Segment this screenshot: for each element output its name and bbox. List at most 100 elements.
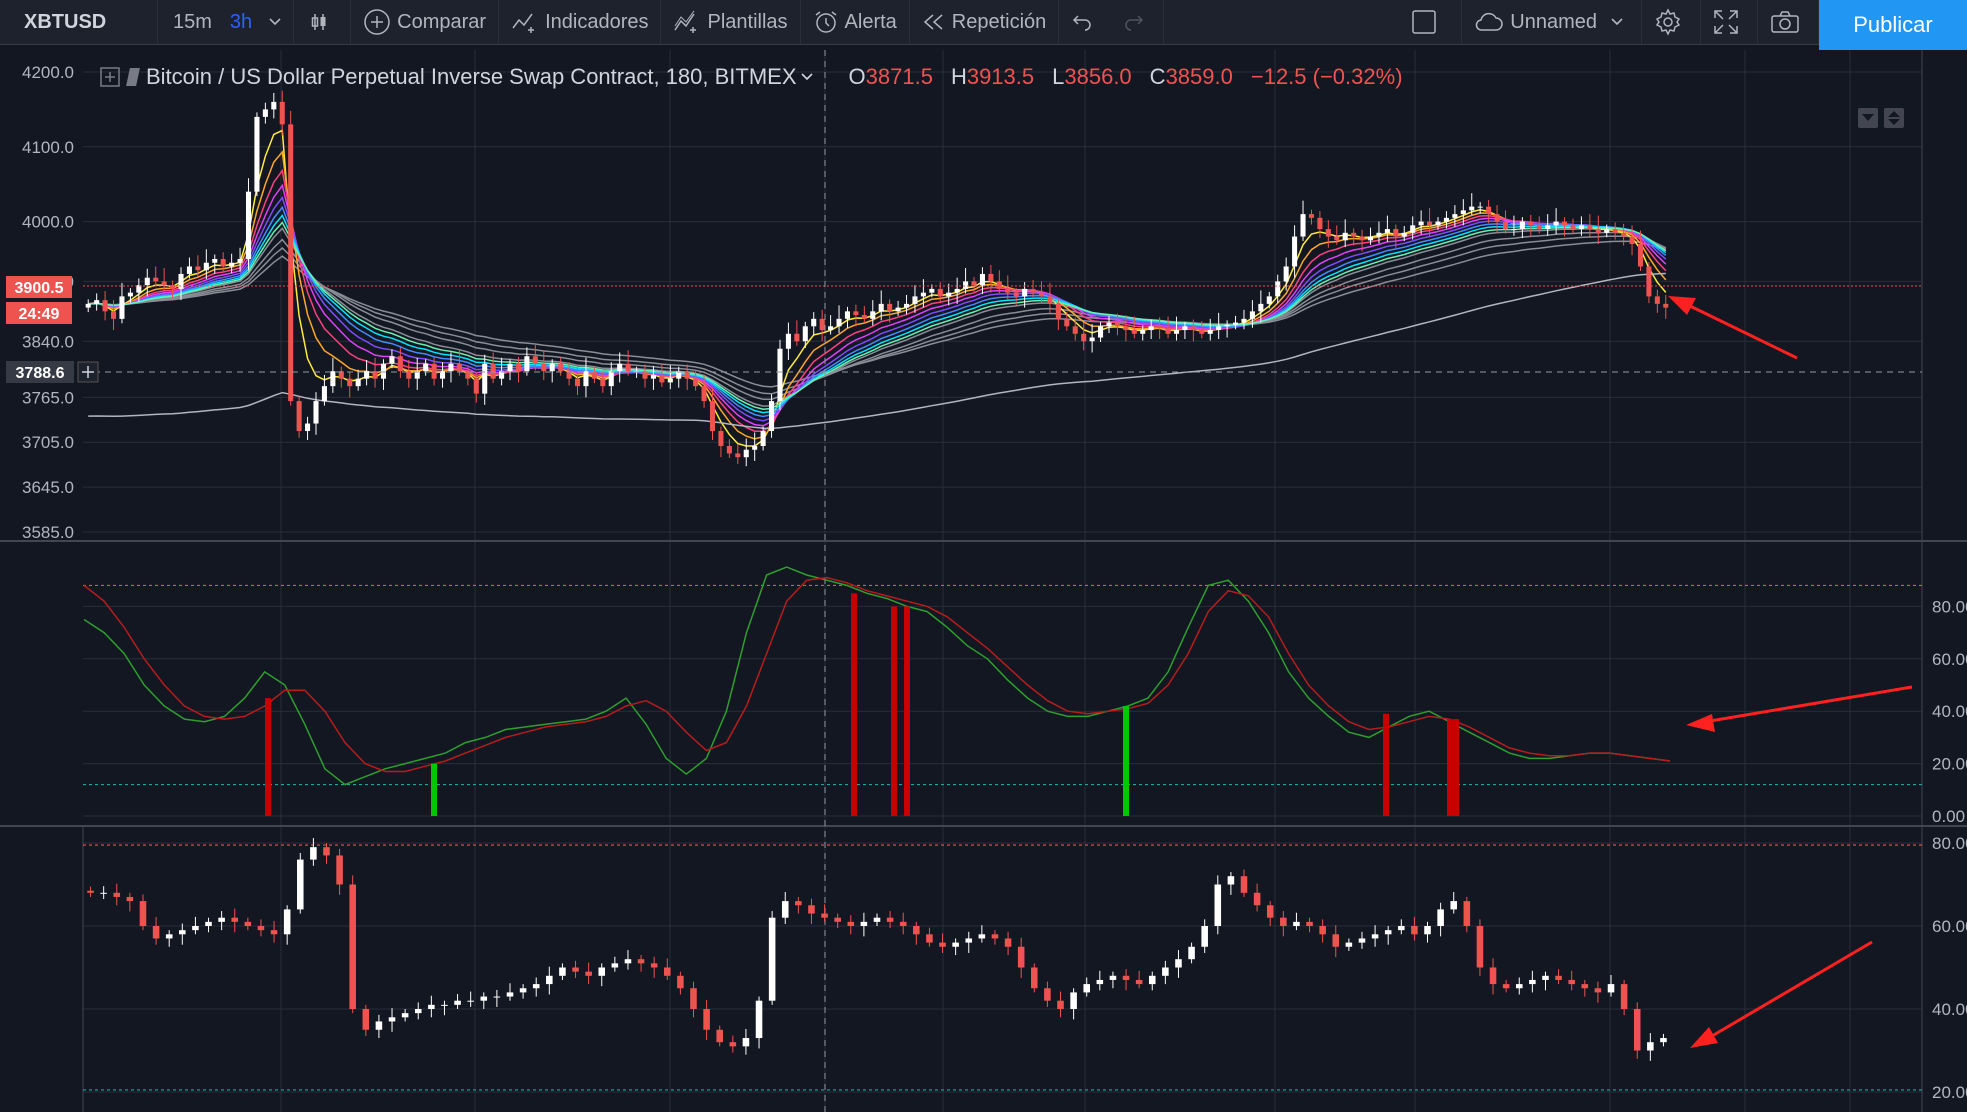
price-candle: [1342, 219, 1348, 248]
undo-button[interactable]: [1059, 0, 1111, 44]
sell-signal-bar: [1447, 719, 1453, 816]
redo-icon: [1125, 15, 1144, 31]
price-candle: [1064, 312, 1070, 331]
stochrsi-axis[interactable]: 80.00 60.00 40.00 20.00 0.00: [1932, 597, 1967, 826]
rsi-candle: [1188, 942, 1195, 964]
price-candle: [920, 279, 926, 308]
snapshot-button[interactable]: [1758, 0, 1819, 44]
replay-button[interactable]: Repetición: [910, 0, 1060, 44]
rsi-candle: [742, 1028, 750, 1055]
price-candle: [313, 392, 319, 435]
price-candle: [1410, 216, 1416, 240]
publish-button[interactable]: Publicar: [1819, 0, 1967, 50]
price-candle: [1047, 282, 1053, 313]
rsi-candle: [860, 912, 868, 937]
price-candle: [903, 294, 910, 315]
grid-lines: [83, 50, 1922, 1112]
stochrsi-tick-label: 60.00: [1932, 650, 1967, 669]
ohlc-open: O3871.5: [848, 64, 933, 89]
pane-separators: [0, 50, 1967, 1112]
price-candle: [279, 90, 285, 136]
price-candle: [954, 277, 960, 304]
rsi-candle: [913, 921, 920, 945]
rsi-candle: [1502, 979, 1510, 993]
add-plus-icon[interactable]: [77, 361, 99, 383]
replay-icon: [923, 14, 943, 30]
price-candle: [625, 350, 631, 376]
symbol-description[interactable]: Bitcoin / US Dollar Perpetual Inverse Sw…: [146, 64, 797, 89]
interval-3h-button[interactable]: 3h: [229, 10, 253, 33]
rsi-candle: [1398, 919, 1405, 935]
rsi-candle: [1175, 950, 1182, 978]
fullscreen-layout-button[interactable]: [1393, 0, 1463, 44]
rsi-candle: [978, 925, 986, 943]
price-candle: [1308, 209, 1314, 225]
redo-button[interactable]: [1111, 0, 1165, 44]
price-candle: [1452, 205, 1458, 227]
chevron-down-icon[interactable]: [800, 73, 813, 81]
layout-name-button[interactable]: Unnamed: [1462, 0, 1642, 44]
square-icon: [1412, 10, 1437, 34]
camera-icon: [1771, 11, 1799, 33]
price-candle: [1199, 321, 1205, 339]
price-candle: [709, 387, 716, 440]
pane-collapse-icon[interactable]: [1858, 108, 1878, 128]
sell-signal-bar: [265, 698, 271, 816]
alert-button[interactable]: Alerta: [801, 0, 910, 44]
price-candle: [127, 288, 133, 304]
price-candle: [1190, 319, 1196, 342]
rsi-candle: [179, 923, 186, 945]
price-candle: [1418, 210, 1424, 235]
price-candle: [811, 312, 817, 336]
interval-15m-button[interactable]: 15m: [173, 10, 212, 33]
price-candle: [212, 254, 218, 274]
price-candle: [684, 364, 690, 390]
rsi-candle: [1319, 919, 1326, 943]
expand-square-plus-icon[interactable]: [100, 67, 120, 87]
compare-button[interactable]: Comparar: [351, 0, 500, 44]
pane-maximize-icon[interactable]: [1884, 108, 1904, 128]
price-candle: [372, 357, 378, 388]
last-price-badge: 3900.5 24:49: [6, 276, 72, 324]
price-tick-label: 4200.0: [22, 63, 74, 82]
rsi-candle: [585, 962, 592, 985]
price-candle: [1005, 275, 1011, 300]
rsi-candle: [873, 913, 881, 926]
price-candle: [1081, 322, 1087, 351]
stochrsi-d-line: [83, 576, 1671, 773]
fullscreen-button[interactable]: [1701, 0, 1758, 44]
rsi-candle: [480, 992, 488, 1009]
price-candle: [1427, 208, 1433, 237]
price-candle: [1587, 214, 1593, 239]
price-candle: [380, 359, 387, 390]
ma-ribbon: [88, 129, 1667, 447]
price-candle: [456, 350, 462, 376]
rsi-candle: [939, 933, 946, 953]
buy-signal-bar: [1123, 705, 1129, 816]
templates-icon: [674, 10, 697, 33]
rsi-candle: [1411, 916, 1418, 941]
price-candle: [1241, 309, 1247, 330]
indicators-button[interactable]: Indicadores: [499, 0, 662, 44]
price-candle: [1469, 193, 1475, 215]
price-candle: [1553, 208, 1559, 235]
settings-button[interactable]: [1642, 0, 1701, 44]
symbol-search-button[interactable]: XBTUSD: [0, 0, 158, 44]
price-candle: [245, 178, 252, 271]
templates-button[interactable]: Plantillas: [661, 0, 801, 44]
interval-dropdown-chevron-icon[interactable]: [261, 13, 289, 31]
rsi-candle: [1555, 969, 1562, 985]
rsi-candle: [1201, 919, 1208, 953]
price-candle: [988, 264, 994, 293]
rsi-candle: [729, 1035, 737, 1053]
ema-gray-line: [88, 240, 1667, 388]
rsi-axis[interactable]: 80.00 60.00 40.00 20.00: [1932, 834, 1967, 1102]
chart-type-button[interactable]: [294, 0, 352, 44]
price-axis[interactable]: 4200.04100.04000.03920.03840.03765.03705…: [22, 63, 74, 542]
price-candle: [1148, 319, 1154, 340]
rsi-candle: [1463, 896, 1471, 933]
price-candle: [161, 267, 167, 292]
rsi-candle: [100, 886, 107, 900]
rsi-candle: [283, 905, 291, 945]
